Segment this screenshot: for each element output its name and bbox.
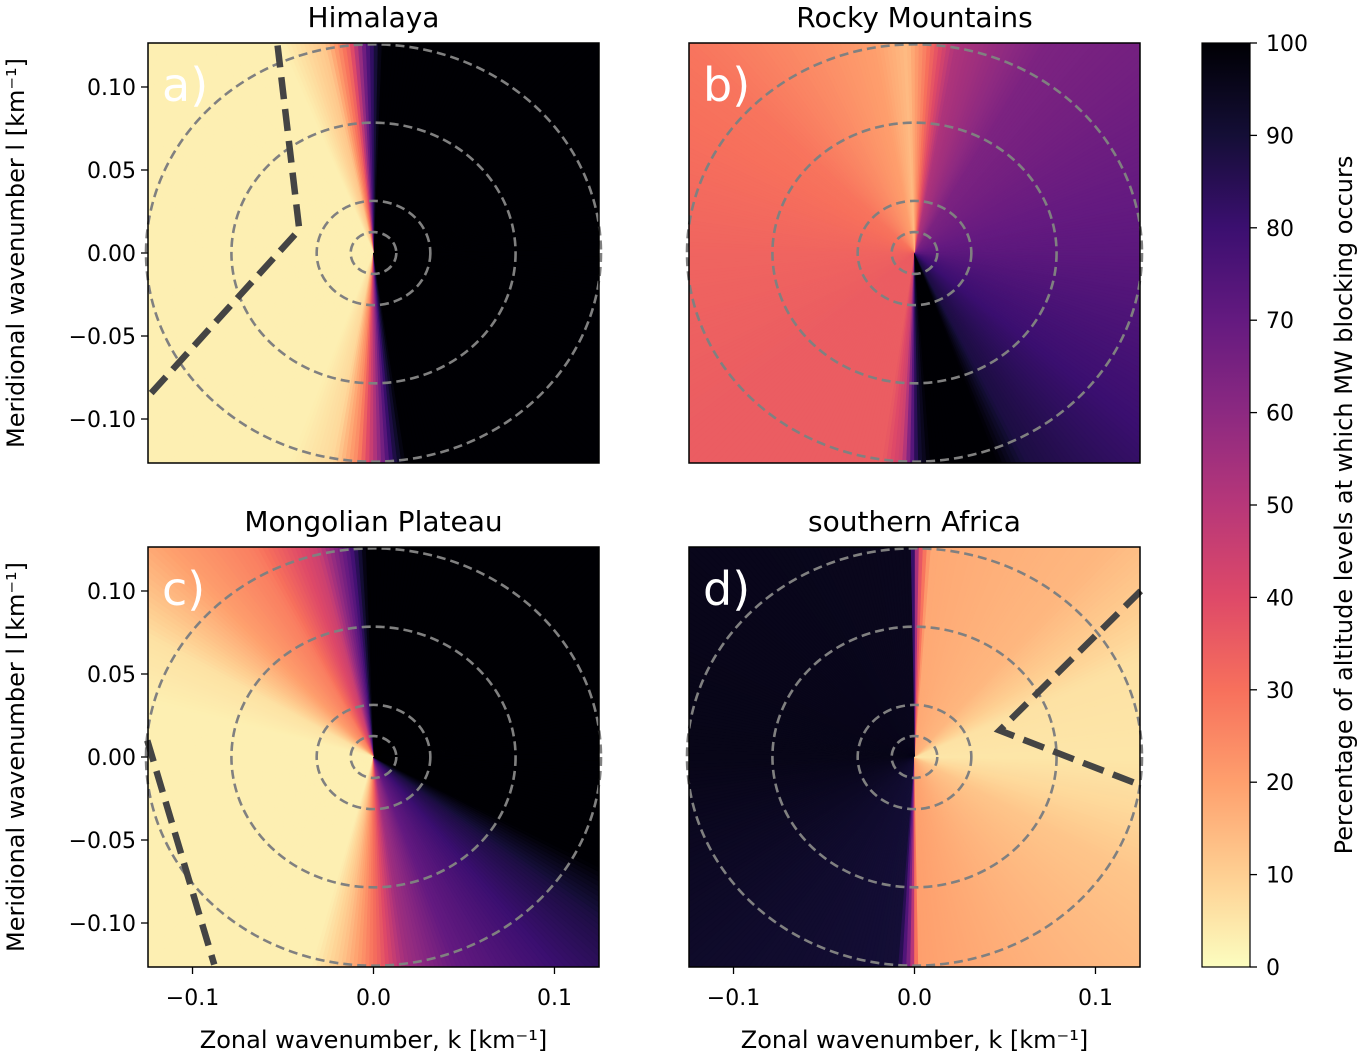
wavelength-circle	[315, 199, 432, 307]
x-tick-label: 0.1	[537, 986, 572, 1011]
wavelength-circle	[685, 43, 1144, 463]
wavelength-circle	[230, 121, 517, 385]
y-tick-label: −0.10	[69, 408, 136, 433]
wavelength-circle	[349, 230, 398, 276]
x-tick-label: 0.0	[356, 986, 391, 1011]
y-axis-label: Meridional wavenumber l [km⁻¹]	[2, 58, 30, 448]
panel-label: d)	[703, 562, 750, 616]
colorbar-tick-label: 90	[1266, 124, 1294, 149]
panel-title: Himalaya	[308, 1, 440, 34]
heatmap	[685, 546, 1144, 968]
colorbar-label: Percentage of altitude levels at which M…	[1330, 156, 1358, 855]
y-tick-label: 0.00	[87, 242, 136, 267]
y-tick-label: −0.10	[69, 912, 136, 937]
x-tick-label: 0.1	[1078, 986, 1113, 1011]
wavelength-circle	[890, 734, 939, 780]
colorbar-tick-label: 70	[1266, 309, 1294, 334]
colorbar-tick-label: 60	[1266, 402, 1294, 427]
boundary-line	[993, 588, 1144, 789]
x-axis-label: Zonal wavenumber, k [km⁻¹]	[741, 1026, 1088, 1054]
heatmap	[685, 42, 1144, 464]
wavelength-circle	[144, 43, 603, 463]
y-tick-label: 0.00	[87, 746, 136, 771]
heatmap	[144, 546, 603, 968]
colorbar-gradient	[1201, 42, 1251, 968]
axes-frame	[688, 42, 1141, 464]
colorbar-tick-label: 40	[1266, 586, 1294, 611]
panel-title: Rocky Mountains	[796, 1, 1032, 34]
wavelength-circle	[144, 547, 603, 967]
panel-title: Mongolian Plateau	[244, 505, 502, 538]
panel-label: c)	[162, 562, 205, 616]
boundary-line	[144, 739, 218, 966]
panel-title: southern Africa	[808, 505, 1021, 538]
wavelength-circle	[349, 734, 398, 780]
wavelength-circle	[315, 703, 432, 811]
wavelength-circle	[856, 199, 973, 307]
colorbar-tick-label: 10	[1266, 864, 1294, 889]
panel-label: a)	[162, 58, 208, 112]
y-tick-label: 0.10	[87, 76, 136, 101]
y-tick-label: 0.05	[87, 159, 136, 184]
panel-b: Rocky Mountains b)	[685, 1, 1144, 464]
colorbar: 0 10 20 30 40 50 60 70 80 90 100 Percentage of alt…	[1201, 32, 1358, 981]
y-tick-label: 0.10	[87, 580, 136, 605]
wavelength-circle	[685, 547, 1144, 967]
wavelength-circle	[856, 703, 973, 811]
wavelength-circle	[230, 625, 517, 889]
wavelength-circle	[771, 625, 1058, 889]
x-tick-label: −0.1	[166, 986, 219, 1011]
x-axis-label: Zonal wavenumber, k [km⁻¹]	[200, 1026, 547, 1054]
y-tick-label: 0.05	[87, 663, 136, 688]
panel-d: southern Africa d) −0.1 0.0 0.1 Zonal wavenum…	[685, 505, 1144, 1054]
wavelength-circle	[890, 230, 939, 276]
colorbar-tick-label: 30	[1266, 679, 1294, 704]
y-axis-label: Meridional wavenumber l [km⁻¹]	[2, 562, 30, 952]
heatmap	[144, 42, 603, 464]
panel-label: b)	[703, 58, 750, 112]
colorbar-tick-label: 20	[1266, 771, 1294, 796]
colorbar-tick-label: 50	[1266, 494, 1294, 519]
panel-c: Mongolian Plateau c) 0.10 0.05 0.00 −0.05 −0.1…	[2, 505, 603, 1054]
panels: Himalaya a) 0.10 0.05 0.00 −0.05 −0.10 Meridion…	[2, 1, 1144, 1054]
y-tick-label: −0.05	[69, 325, 136, 350]
colorbar-tick-label: 100	[1266, 32, 1308, 57]
colorbar-tick-label: 80	[1266, 217, 1294, 242]
x-tick-label: −0.1	[707, 986, 760, 1011]
boundary-line	[144, 45, 303, 400]
panel-a: Himalaya a) 0.10 0.05 0.00 −0.05 −0.10 Meridion…	[2, 1, 603, 464]
y-tick-label: −0.05	[69, 829, 136, 854]
x-tick-label: 0.0	[897, 986, 932, 1011]
wavelength-circle	[771, 121, 1058, 385]
colorbar-tick-label: 0	[1266, 956, 1280, 981]
